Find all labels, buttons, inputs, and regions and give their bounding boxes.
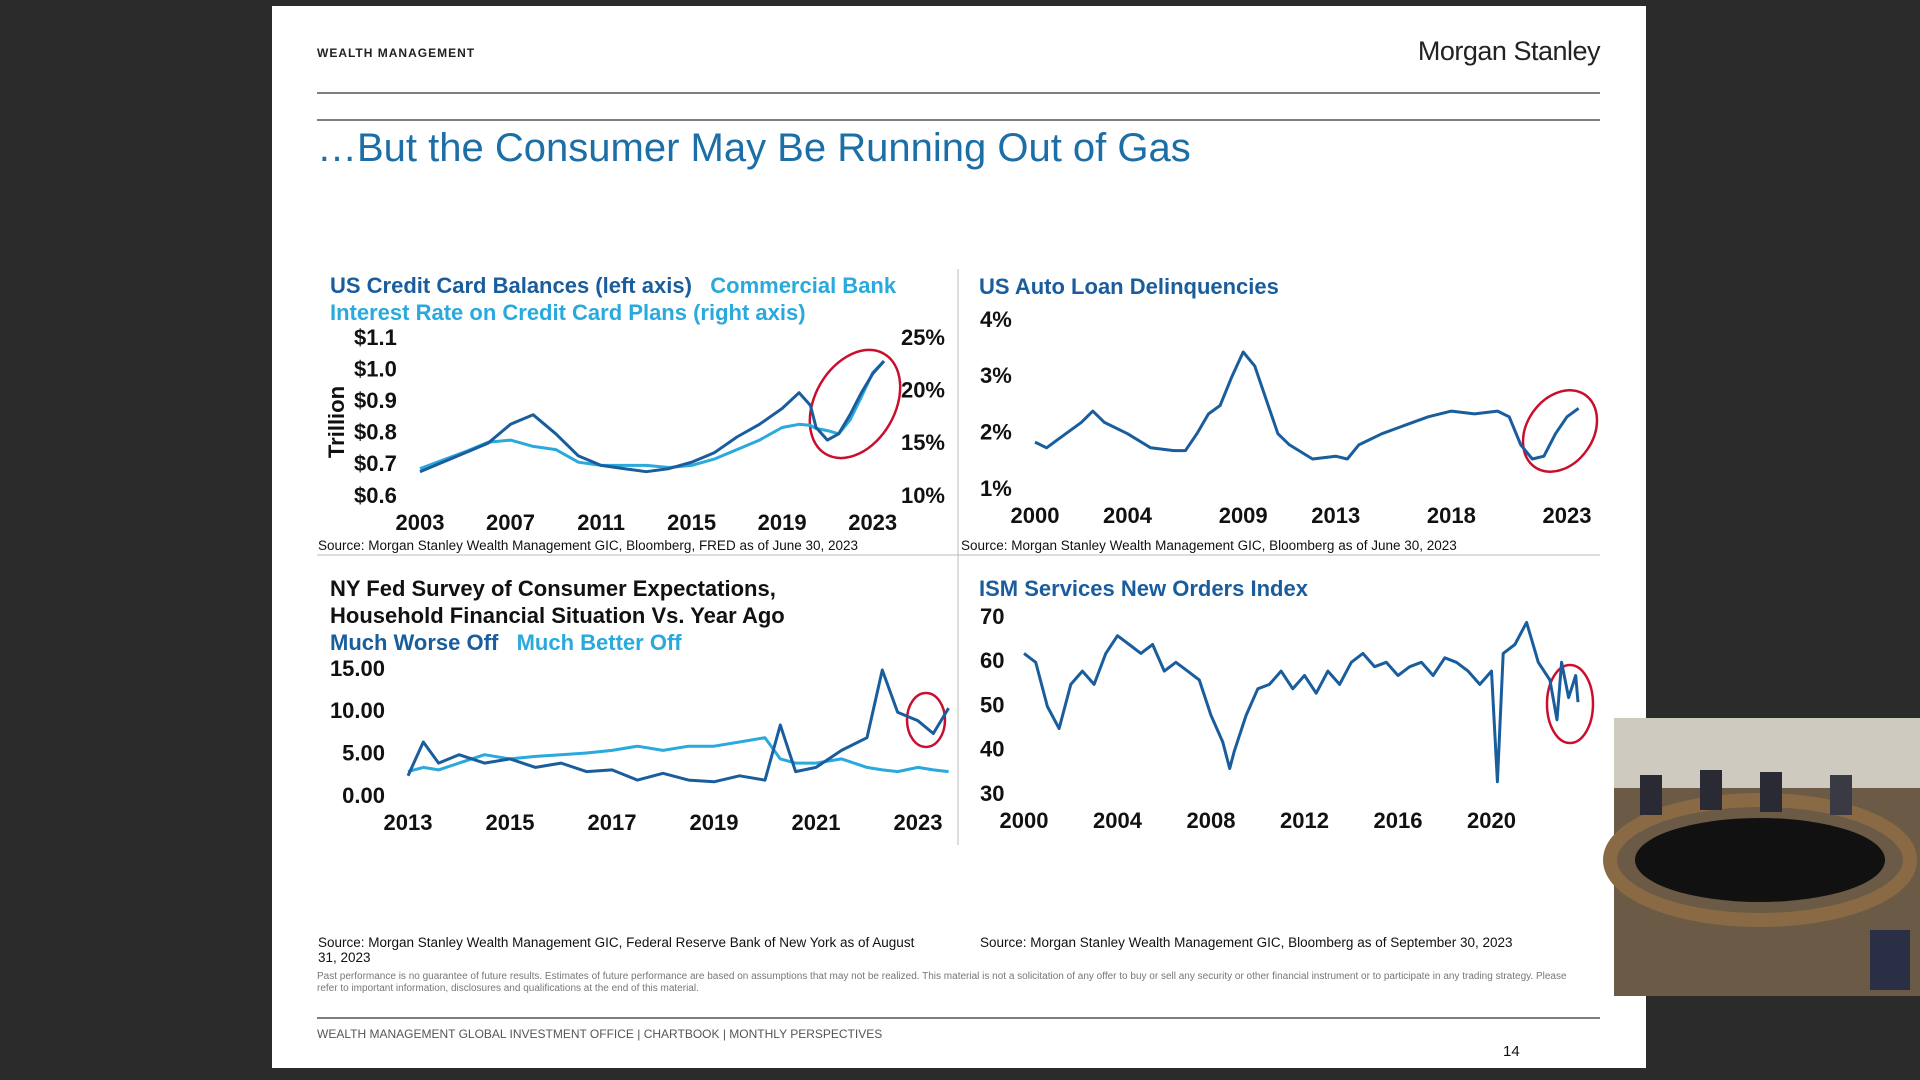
highlight-circle [905,691,947,749]
y-tick-label: 40 [980,737,1004,762]
x-tick-label: 2011 [577,510,625,535]
x-tick-label: 2023 [1543,503,1592,528]
slide [272,6,1646,1068]
chart-source: Source: Morgan Stanley Wealth Management… [961,538,1457,553]
x-tick-label: 2000 [1011,503,1060,528]
x-tick-label: 2019 [758,510,807,535]
disclaimer: Past performance is no guarantee of futu… [317,971,1567,994]
chart-legend: US Credit Card Balances (left axis) Comm… [330,272,965,326]
y-tick-label: $0.6 [354,483,397,508]
page-number: 14 [1503,1043,1520,1060]
y-tick-label: $0.7 [354,451,397,476]
y-tick-label: 15.00 [330,656,385,681]
series-line [1023,620,1580,784]
y-tick-label: 5.00 [342,740,385,765]
y-tick-label: 30 [980,781,1004,806]
y-tick-label: 4% [980,307,1012,332]
y-tick-label: $0.9 [354,388,397,413]
logo: Morgan Stanley [1417,36,1601,66]
chart-title: ISM Services New Orders Index [979,576,1308,601]
x-tick-label: 2012 [1280,808,1329,833]
legend-entry: US Credit Card Balances (left axis) [330,273,692,298]
x-tick-label: 2017 [588,810,637,835]
series-line [419,360,886,471]
y-tick-label: 10.00 [330,698,385,723]
x-tick-label: 2013 [384,810,433,835]
x-tick-label: 2013 [1311,503,1360,528]
x-tick-label: 2004 [1093,808,1143,833]
highlight-circle [1545,663,1595,745]
header-label: WEALTH MANAGEMENT [317,46,476,60]
x-tick-label: 2009 [1219,503,1268,528]
x-tick-label: 2007 [486,510,535,535]
legend-entry: Much Better Off [516,630,682,655]
x-tick-label: 2020 [1467,808,1516,833]
footer: WEALTH MANAGEMENT GLOBAL INVESTMENT OFFI… [317,1027,883,1041]
y-axis-label: Trillion [324,386,349,458]
chart-legend: Much Worse Off Much Better Off [330,629,682,656]
series-line [406,668,950,784]
chart-source: Source: Morgan Stanley Wealth Management… [318,538,859,553]
chart-source: Source: Morgan Stanley Wealth Management… [318,935,915,965]
y-tick-label: 0.00 [342,783,385,808]
y2-tick-label: 15% [901,430,945,455]
y-tick-label: 3% [980,363,1012,388]
y-tick-label: $0.8 [354,420,397,445]
legend-entry: Much Worse Off [330,630,499,655]
x-tick-label: 2015 [486,810,535,835]
y-tick-label: 1% [980,476,1012,501]
series-line [419,360,886,474]
y2-tick-label: 20% [901,377,945,402]
series-line [1034,350,1580,461]
series-line [407,736,949,774]
chart-title: US Auto Loan Delinquencies [979,274,1279,299]
x-tick-label: 2003 [396,510,445,535]
y-tick-label: $1.0 [354,356,397,381]
highlight-circle [1521,389,1599,473]
y-tick-label: 70 [980,604,1004,629]
x-tick-label: 2018 [1427,503,1476,528]
x-tick-label: 2021 [792,810,841,835]
y2-tick-label: 25% [901,325,945,350]
y2-tick-label: 10% [901,483,945,508]
highlight-circle [808,348,902,460]
x-tick-label: 2004 [1103,503,1153,528]
x-tick-label: 2008 [1187,808,1236,833]
x-tick-label: 2023 [894,810,943,835]
y-tick-label: $1.1 [354,325,397,350]
y-tick-label: 2% [980,419,1012,444]
x-tick-label: 2016 [1374,808,1423,833]
x-tick-label: 2015 [667,510,716,535]
slide-title: …But the Consumer May Be Running Out of … [317,126,1191,170]
y-tick-label: 50 [980,692,1004,717]
x-tick-label: 2019 [690,810,739,835]
y-tick-label: 60 [980,648,1004,673]
chart-source: Source: Morgan Stanley Wealth Management… [980,935,1513,950]
x-tick-label: 2023 [848,510,897,535]
video-thumbnail [1603,718,1920,996]
chart-title: NY Fed Survey of Consumer Expectations, … [330,576,785,628]
legend-entry: Commercial Bank Interest Rate on Credit … [330,273,897,325]
x-tick-label: 2000 [1000,808,1049,833]
